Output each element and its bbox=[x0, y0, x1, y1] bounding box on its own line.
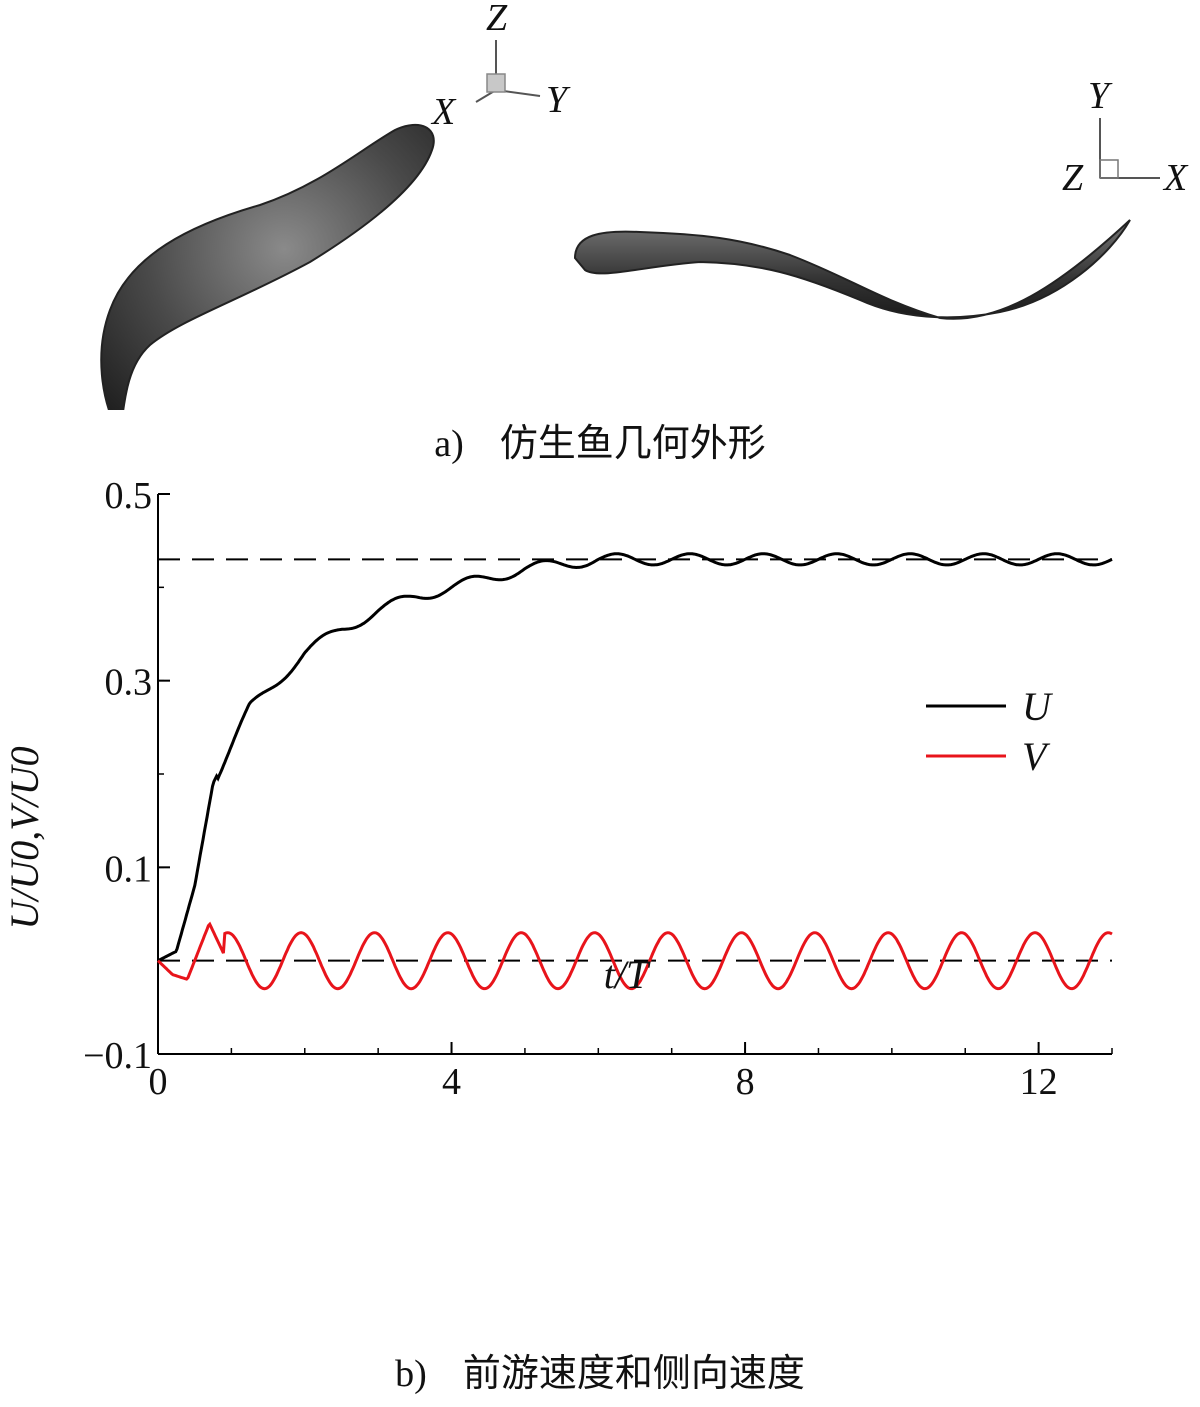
series-line-U bbox=[157, 552, 1113, 963]
x-tick-label: 4 bbox=[442, 1061, 461, 1103]
axis3d-y-label: Y bbox=[546, 79, 571, 121]
axis-top-z-label: Z bbox=[1062, 157, 1084, 199]
y-tick-label: 0.1 bbox=[105, 848, 153, 890]
fish-top-view bbox=[573, 219, 1131, 320]
caption-b: b) 前游速度和侧向速度 bbox=[0, 1342, 1200, 1397]
axis-top-x-label: X bbox=[1162, 157, 1189, 199]
legend-label-V: V bbox=[1022, 734, 1051, 779]
x-tick-label: 12 bbox=[1020, 1061, 1058, 1103]
x-axis-label: t/T bbox=[604, 952, 651, 997]
axis-triad-3d: Z X Y bbox=[430, 0, 571, 133]
y-tick-label: 0.3 bbox=[105, 662, 153, 704]
x-axis-label-text: t/T bbox=[604, 952, 651, 997]
axis-top-y-label: Y bbox=[1088, 75, 1113, 117]
reference-lines bbox=[158, 558, 1112, 962]
caption-a-label: a) bbox=[434, 423, 464, 465]
y-tick-label: 0.5 bbox=[105, 475, 153, 517]
caption-b-label: b) bbox=[395, 1353, 427, 1395]
series-lines bbox=[156, 552, 1113, 991]
caption-a: a) 仿生鱼几何外形 bbox=[0, 412, 1200, 467]
velocity-chart: −0.1 0.1 0.3 0.5 0 4 8 12 UV t/T U/U0,V/U0 bbox=[2, 475, 1113, 1103]
chart-legend: UV bbox=[926, 684, 1054, 779]
y-tick-label: −0.1 bbox=[83, 1035, 152, 1077]
caption-b-text: 前游速度和侧向速度 bbox=[462, 1351, 805, 1395]
x-tick-label: 0 bbox=[149, 1061, 168, 1103]
y-axis-label: U/U0,V/U0 bbox=[2, 746, 47, 929]
legend-label-U: U bbox=[1022, 684, 1054, 729]
fish-geometry-figure: Z X Y Y Z X bbox=[100, 0, 1189, 410]
x-tick-label: 8 bbox=[736, 1061, 755, 1103]
axis3d-z-label: Z bbox=[486, 0, 508, 39]
axis3d-x-label: X bbox=[430, 91, 457, 133]
y-axis-label-text: U/U0,V/U0 bbox=[2, 746, 47, 929]
series-line-V bbox=[156, 921, 1113, 991]
fish-perspective-view bbox=[100, 123, 435, 410]
axis-triad-top: Y Z X bbox=[1062, 75, 1189, 199]
caption-a-text: 仿生鱼几何外形 bbox=[499, 421, 766, 465]
chart-axes: −0.1 0.1 0.3 0.5 0 4 8 12 bbox=[83, 475, 1113, 1103]
